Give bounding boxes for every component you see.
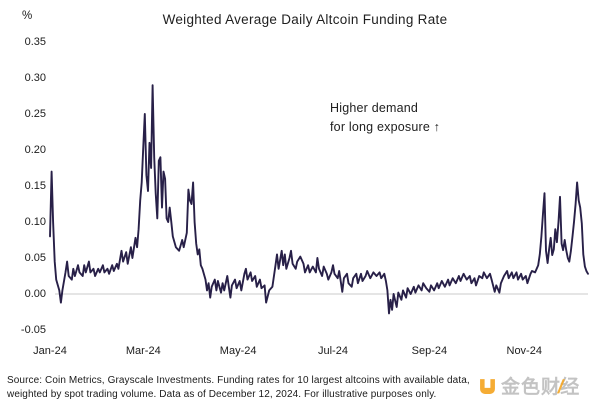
y-tick-label: -0.05 bbox=[20, 324, 46, 336]
funding-rate-series-line bbox=[49, 84, 589, 315]
x-tick-label: Sep-24 bbox=[411, 345, 448, 357]
x-tick-label: May-24 bbox=[219, 345, 257, 357]
annotation-line-1: Higher demand bbox=[330, 101, 419, 115]
y-tick-label: 0.00 bbox=[24, 288, 46, 300]
source-footnote-line-2: weighted by spot trading volume. Data as… bbox=[7, 388, 437, 400]
source-footnote-line-1: Source: Coin Metrics, Grayscale Investme… bbox=[7, 375, 470, 386]
y-tick-label: 0.20 bbox=[24, 144, 46, 156]
x-tick-label: Nov-24 bbox=[506, 345, 542, 357]
chart-annotation: Higher demand for long exposure ↑ bbox=[330, 99, 440, 137]
source-footnote: Source: Coin Metrics, Grayscale Investme… bbox=[7, 374, 593, 401]
annotation-line-2: for long exposure ↑ bbox=[330, 120, 441, 134]
y-axis-unit-label: % bbox=[22, 10, 33, 22]
y-tick-label: 0.30 bbox=[24, 72, 46, 84]
y-tick-label: 0.05 bbox=[24, 252, 46, 264]
y-tick-label: 0.15 bbox=[24, 180, 46, 192]
x-tick-label: Jan-24 bbox=[33, 345, 67, 357]
y-tick-label: 0.10 bbox=[24, 216, 46, 228]
y-tick-label: 0.25 bbox=[24, 108, 46, 120]
y-tick-label: 0.35 bbox=[24, 36, 46, 48]
x-tick-label: Jul-24 bbox=[318, 345, 348, 357]
x-tick-label: Mar-24 bbox=[125, 345, 161, 357]
chart-title: Weighted Average Daily Altcoin Funding R… bbox=[162, 12, 448, 27]
